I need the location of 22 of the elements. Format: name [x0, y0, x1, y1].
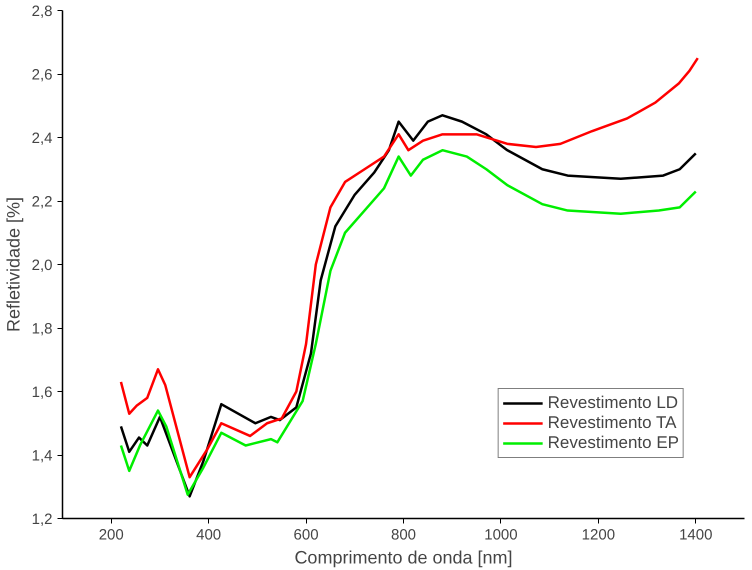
x-tick-label: 1400 [679, 526, 712, 544]
x-tick-label: 1000 [484, 526, 518, 544]
y-tick-label: 2,6 [32, 66, 53, 84]
legend-label: Revestimento EP [548, 433, 679, 453]
y-tick-label: 2,8 [32, 3, 53, 20]
y-tick-label: 2,2 [32, 194, 53, 210]
x-tick-label: 200 [98, 526, 124, 544]
y-tick-label: 1,4 [32, 448, 53, 464]
legend-label: Revestimento LD [548, 393, 678, 413]
y-tick-label: 1,2 [32, 511, 53, 528]
y-tick-label: 2,4 [32, 130, 53, 147]
x-tick-label: 1200 [582, 526, 616, 544]
y-tick-label: 2,0 [32, 257, 53, 274]
y-tick-label: 1,6 [32, 384, 53, 401]
x-tick-label: 600 [294, 526, 319, 544]
x-axis-title: Comprimento de onda [nm] [294, 548, 513, 568]
legend-label: Revestimento TA [548, 413, 676, 433]
y-tick-label: 1,8 [32, 320, 53, 338]
x-tick-label: 400 [196, 526, 222, 544]
y-axis-title: Refletividade [%] [4, 196, 24, 332]
x-tick-label: 800 [390, 526, 416, 544]
line-series [120, 56, 699, 478]
